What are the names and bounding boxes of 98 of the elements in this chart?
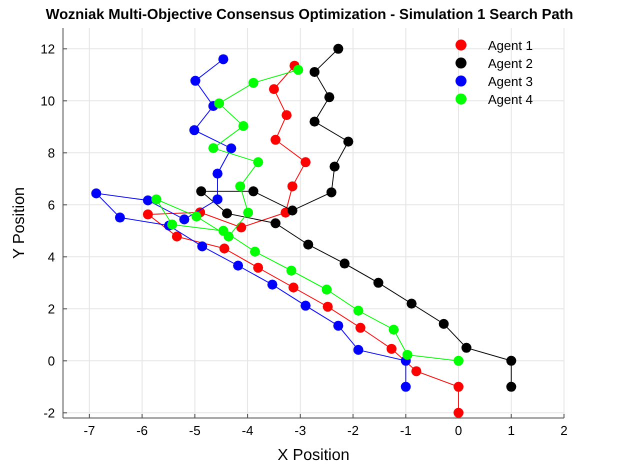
point [322,284,332,295]
point [326,187,336,198]
point [353,344,364,355]
point [310,116,320,127]
point [438,318,449,329]
point [236,222,246,232]
point [310,66,320,77]
point [238,121,248,132]
point [248,186,258,196]
point [282,110,292,120]
point [400,382,411,392]
point [142,209,153,220]
point [300,157,311,168]
point [270,218,281,228]
y-axis-title: Y Position [11,187,28,259]
y-tick-label: 6 [48,197,55,212]
chart-title: Wozniak Multi-Objective Consensus Optimization - Simulation 1 Search Path [46,7,574,23]
point [167,220,178,230]
y-tick-label: 2 [48,301,55,316]
point [250,246,260,257]
x-tick-label: -5 [189,423,201,438]
point [324,92,334,102]
point [267,280,278,290]
point [233,260,244,271]
point [287,181,298,192]
point [454,408,464,418]
point [208,143,218,154]
point [303,240,314,250]
point [343,136,354,147]
point [190,76,200,86]
x-tick-label: -1 [400,423,412,438]
point [179,214,190,224]
y-tick-label: -2 [43,405,55,420]
point [222,208,232,218]
point [224,232,234,242]
x-tick-label: 0 [454,423,462,438]
point [340,258,350,269]
legend-label: Agent 3 [488,74,533,89]
point [330,162,340,172]
point [219,243,230,254]
legend-label: Agent 4 [488,92,533,107]
y-tick-label: 10 [40,93,55,108]
x-tick-label: 2 [560,423,568,438]
point [388,324,399,335]
point [322,302,333,312]
point [406,298,417,309]
point [353,306,364,316]
point [142,195,153,206]
y-tick-label: 0 [48,353,55,368]
point [218,54,228,64]
point [214,98,224,108]
point [355,322,366,333]
x-tick-label: -4 [242,423,254,438]
point [454,382,464,392]
point [91,188,102,198]
point [197,241,208,252]
point [151,194,162,204]
point [212,168,223,179]
point [189,125,200,136]
point [226,143,236,154]
point [268,84,279,94]
x-axis-title: X Position [277,447,350,464]
point [454,356,464,366]
x-tick-label: -6 [136,423,148,438]
point [172,232,182,242]
point [293,64,304,75]
point [373,278,384,288]
point [287,206,298,216]
point [212,194,223,204]
point [248,78,258,88]
x-tick-label: 1 [508,423,515,438]
point [243,208,254,218]
y-tick-label: 8 [48,145,55,160]
point [253,262,264,273]
point [235,181,246,192]
point [196,186,206,196]
point [386,344,397,354]
point [333,44,344,54]
point [411,366,422,376]
point [461,342,472,353]
legend-label: Agent 1 [488,38,533,53]
point [288,282,298,292]
x-tick-label: -2 [347,423,359,438]
y-tick-label: 4 [48,249,55,264]
x-tick-label: -3 [294,423,306,438]
y-tick-label: 12 [40,41,55,56]
x-tick-label: -7 [84,423,96,438]
point [286,266,296,276]
point [270,134,281,145]
point [191,212,202,222]
point [114,212,125,223]
point [300,300,311,311]
point [402,350,412,360]
point [506,382,516,392]
point [253,157,264,168]
point [506,356,516,366]
point [333,320,344,331]
legend-label: Agent 2 [488,56,533,71]
